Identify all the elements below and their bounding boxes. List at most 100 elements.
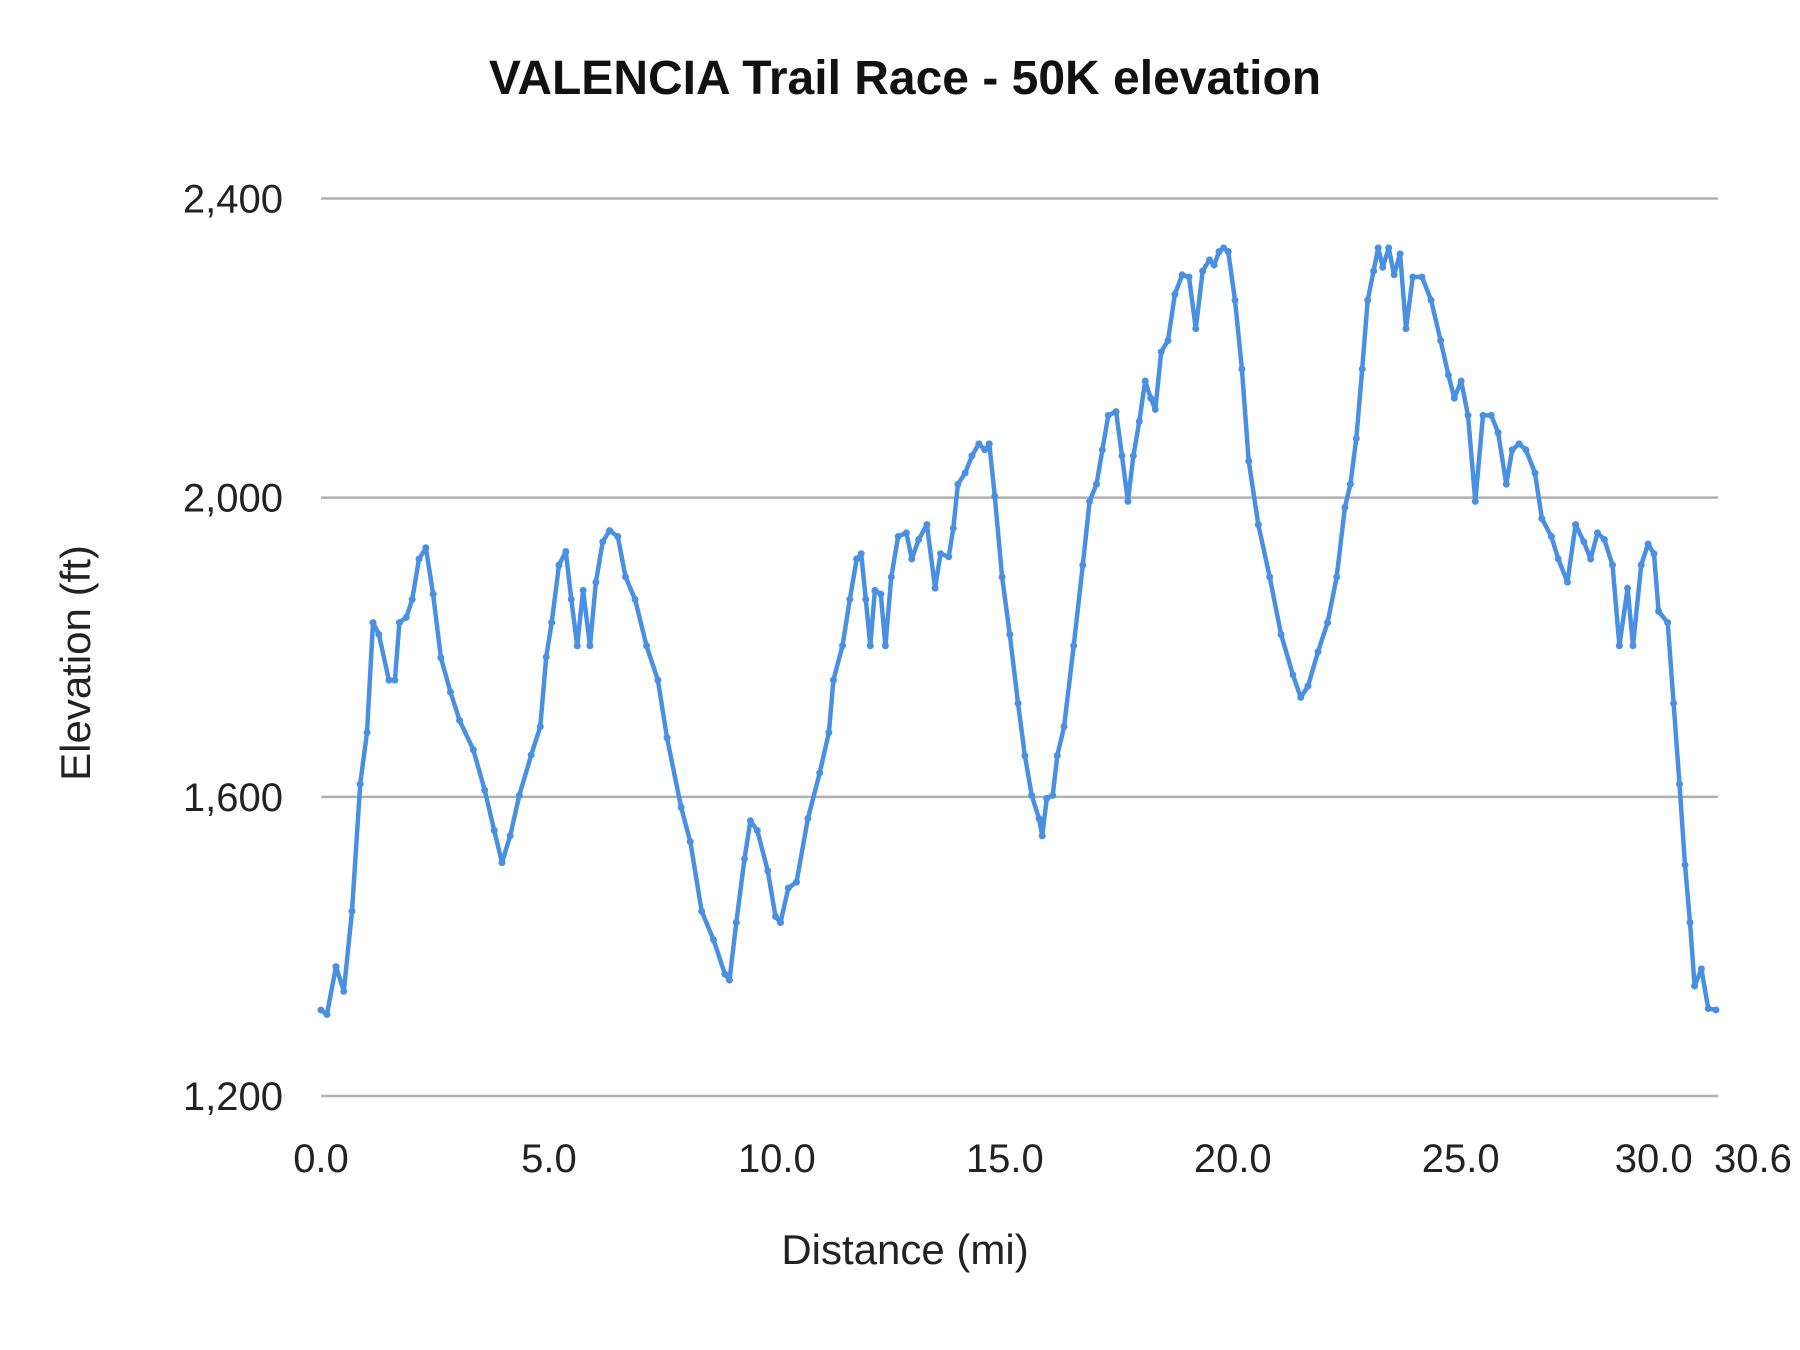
data-point	[562, 548, 570, 556]
data-point	[332, 963, 340, 971]
data-point	[1245, 457, 1253, 465]
data-point	[772, 913, 780, 920]
data-point	[1418, 273, 1426, 281]
data-point	[857, 550, 865, 558]
data-point	[1053, 752, 1061, 760]
data-point	[1676, 780, 1684, 788]
data-point	[1314, 648, 1322, 656]
data-point	[981, 446, 989, 454]
data-point	[746, 817, 754, 825]
data-point	[945, 553, 953, 561]
data-point	[1697, 965, 1705, 973]
data-point	[631, 595, 639, 603]
data-point	[1231, 296, 1239, 304]
data-point	[1358, 365, 1366, 373]
data-point	[1374, 244, 1382, 252]
data-point	[1006, 631, 1014, 639]
data-point	[579, 586, 587, 594]
data-point	[348, 907, 356, 915]
data-point	[975, 440, 983, 448]
data-point	[804, 815, 812, 823]
x-tick-label: 30.0	[1615, 1137, 1693, 1181]
data-point	[825, 729, 833, 737]
data-point	[1664, 619, 1672, 627]
data-point	[385, 676, 393, 684]
data-point	[902, 529, 910, 537]
data-point	[1450, 394, 1458, 402]
series-elevation	[317, 244, 1720, 1018]
data-point	[456, 717, 464, 725]
data-point	[1396, 250, 1404, 258]
data-point	[1079, 561, 1087, 569]
data-point	[1686, 918, 1694, 926]
data-point	[1129, 452, 1137, 460]
x-tick-label: 25.0	[1422, 1137, 1500, 1181]
data-point	[961, 469, 969, 477]
data-point	[866, 642, 874, 650]
y-axis-ticks: 2,400 2,000 1,600 1,200	[183, 178, 283, 1120]
data-point	[606, 527, 614, 535]
data-point	[1681, 861, 1689, 869]
data-point	[1402, 325, 1410, 333]
data-point	[1104, 411, 1112, 419]
data-point	[1522, 446, 1530, 454]
x-axis-ticks: 0.0 5.0 10.0 15.0 20.0 25.0 30.0 30.6	[293, 1137, 1792, 1181]
data-point	[429, 590, 437, 598]
data-point	[391, 676, 399, 684]
data-point	[654, 676, 662, 684]
data-point	[1704, 1004, 1712, 1012]
data-point	[985, 440, 993, 448]
data-point	[1014, 699, 1022, 707]
gridlines	[321, 197, 1718, 1098]
data-point	[1304, 682, 1312, 690]
data-point	[490, 826, 498, 834]
data-point	[853, 555, 861, 563]
data-point	[877, 590, 885, 598]
data-point	[1364, 296, 1372, 304]
data-point	[437, 654, 445, 662]
data-point	[829, 676, 837, 684]
data-point	[1038, 832, 1046, 840]
data-point	[573, 642, 581, 650]
data-point	[614, 533, 622, 541]
data-point	[1352, 435, 1360, 443]
data-point	[1157, 348, 1165, 356]
series-line	[319, 245, 1717, 1017]
y-tick-label: 1,600	[183, 776, 283, 820]
x-tick-label: 20.0	[1194, 1137, 1272, 1181]
data-point	[1147, 394, 1155, 402]
data-point	[915, 536, 923, 544]
data-point	[469, 746, 477, 754]
data-point	[1092, 480, 1100, 488]
data-point	[862, 595, 870, 603]
data-point	[816, 769, 824, 777]
y-tick-label: 2,000	[183, 477, 283, 521]
data-point	[527, 751, 535, 759]
data-point	[894, 533, 902, 541]
data-point	[415, 555, 423, 563]
data-point	[949, 524, 957, 532]
data-point	[1508, 446, 1516, 454]
data-point	[1437, 337, 1445, 345]
data-point	[1600, 536, 1608, 544]
data-point	[599, 538, 607, 546]
data-point	[643, 642, 650, 650]
data-point	[777, 918, 785, 926]
data-point	[923, 521, 931, 529]
data-point	[1224, 248, 1232, 256]
y-tick-label: 1,200	[183, 1075, 283, 1119]
data-point	[1650, 550, 1658, 558]
data-point	[1151, 405, 1159, 413]
data-point	[1712, 1006, 1720, 1014]
data-point	[1554, 555, 1562, 563]
data-point	[1297, 693, 1305, 701]
data-point	[498, 859, 506, 867]
data-point	[369, 619, 377, 627]
data-point	[375, 631, 383, 639]
data-point	[1427, 296, 1435, 304]
data-point	[1515, 440, 1523, 448]
data-point	[1637, 561, 1645, 569]
data-point	[1609, 561, 1617, 569]
data-point	[1587, 555, 1595, 563]
